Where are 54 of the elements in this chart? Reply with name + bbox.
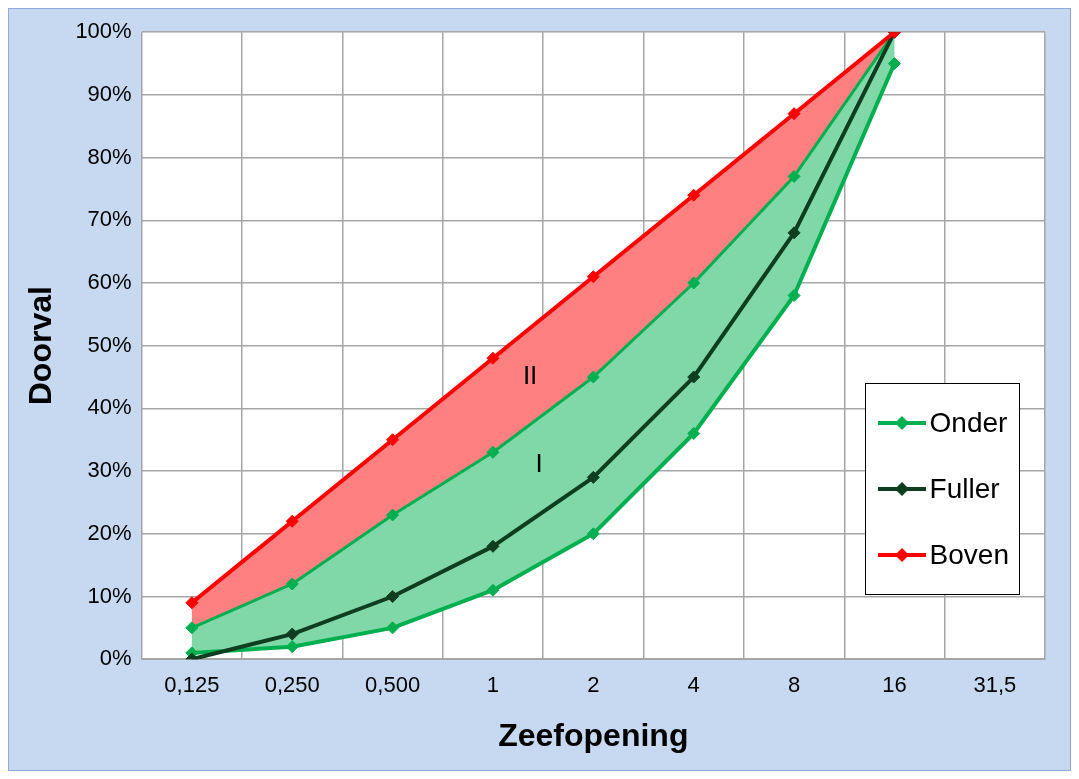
point	[586, 527, 600, 541]
x-tick-label: 0,125	[164, 672, 220, 698]
legend-label: Boven	[929, 539, 1009, 571]
annotation: II	[522, 360, 538, 391]
x-tick-label: 8	[787, 672, 801, 698]
point	[687, 370, 701, 384]
point	[787, 289, 801, 303]
x-tick-label: 16	[882, 672, 907, 698]
y-tick-label: 30%	[87, 457, 132, 483]
point	[687, 276, 701, 290]
y-axis-title: Doorval	[22, 286, 59, 406]
y-tick-label: 20%	[87, 519, 132, 545]
point	[586, 470, 600, 484]
y-tick-label: 50%	[87, 331, 132, 357]
point	[586, 270, 600, 284]
y-tick-label: 70%	[87, 206, 132, 232]
point	[687, 426, 701, 440]
y-tick-label: 0%	[99, 645, 132, 671]
point	[285, 577, 299, 591]
x-tick-label: 4	[687, 672, 700, 698]
point	[285, 627, 299, 641]
point	[486, 351, 500, 365]
x-tick-label: 0,500	[365, 672, 421, 698]
point	[586, 370, 600, 384]
y-tick-label: 100%	[75, 18, 132, 44]
x-tick-label: 2	[587, 672, 600, 698]
y-tick-label: 60%	[87, 269, 132, 295]
point	[486, 445, 500, 459]
x-tick-label: 31,5	[973, 672, 1017, 698]
point	[787, 226, 801, 240]
point	[285, 514, 299, 528]
x-tick-label: 0,250	[264, 672, 320, 698]
point	[687, 188, 701, 202]
point	[185, 621, 199, 635]
point	[486, 539, 500, 553]
annotation: I	[535, 448, 543, 478]
y-tick-label: 10%	[87, 582, 132, 608]
point	[386, 433, 400, 447]
x-tick-label: 1	[486, 672, 500, 698]
point	[386, 508, 400, 522]
legend-label: Onder	[929, 407, 1008, 439]
y-tick-label: 80%	[87, 143, 132, 169]
point	[787, 107, 801, 121]
point	[386, 621, 400, 635]
legend-label: Fuller	[929, 473, 1000, 505]
y-tick-label: 90%	[87, 80, 132, 106]
point	[486, 583, 500, 597]
point	[887, 57, 901, 71]
point	[285, 640, 299, 654]
point	[787, 169, 801, 183]
y-tick-label: 40%	[87, 394, 132, 420]
point	[386, 590, 400, 603]
point	[185, 596, 199, 610]
x-axis-title: Zeefopening	[498, 716, 689, 753]
